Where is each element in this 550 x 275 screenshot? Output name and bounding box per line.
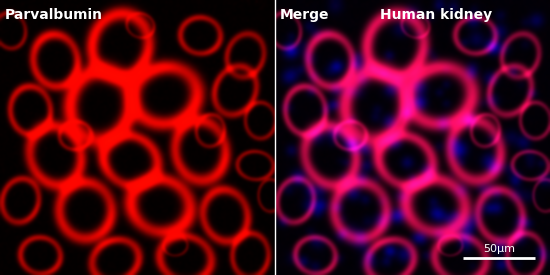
Text: Human kidney: Human kidney (380, 8, 492, 22)
Text: Parvalbumin: Parvalbumin (5, 8, 103, 22)
Text: 50μm: 50μm (483, 244, 515, 254)
Text: Merge: Merge (280, 8, 329, 22)
